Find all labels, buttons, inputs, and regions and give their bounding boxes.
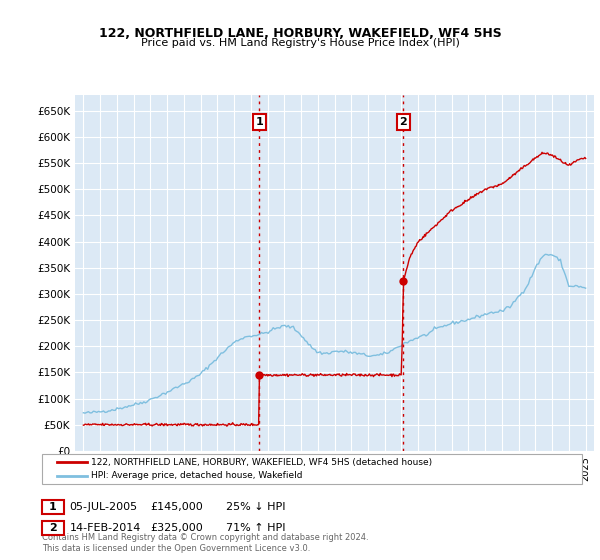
Text: 25% ↓ HPI: 25% ↓ HPI <box>226 502 285 512</box>
Text: HPI: Average price, detached house, Wakefield: HPI: Average price, detached house, Wake… <box>91 472 303 480</box>
Text: 71% ↑ HPI: 71% ↑ HPI <box>226 523 285 533</box>
Text: 1: 1 <box>255 117 263 127</box>
Text: 122, NORTHFIELD LANE, HORBURY, WAKEFIELD, WF4 5HS (detached house): 122, NORTHFIELD LANE, HORBURY, WAKEFIELD… <box>91 458 433 466</box>
Text: £145,000: £145,000 <box>151 502 203 512</box>
Text: 122, NORTHFIELD LANE, HORBURY, WAKEFIELD, WF4 5HS: 122, NORTHFIELD LANE, HORBURY, WAKEFIELD… <box>98 27 502 40</box>
Text: 14-FEB-2014: 14-FEB-2014 <box>70 523 141 533</box>
Text: 05-JUL-2005: 05-JUL-2005 <box>70 502 138 512</box>
Text: 1: 1 <box>49 502 56 512</box>
Text: Price paid vs. HM Land Registry's House Price Index (HPI): Price paid vs. HM Land Registry's House … <box>140 38 460 48</box>
Text: 2: 2 <box>49 523 56 533</box>
Text: £325,000: £325,000 <box>151 523 203 533</box>
Text: 2: 2 <box>400 117 407 127</box>
Text: Contains HM Land Registry data © Crown copyright and database right 2024.
This d: Contains HM Land Registry data © Crown c… <box>42 533 368 553</box>
